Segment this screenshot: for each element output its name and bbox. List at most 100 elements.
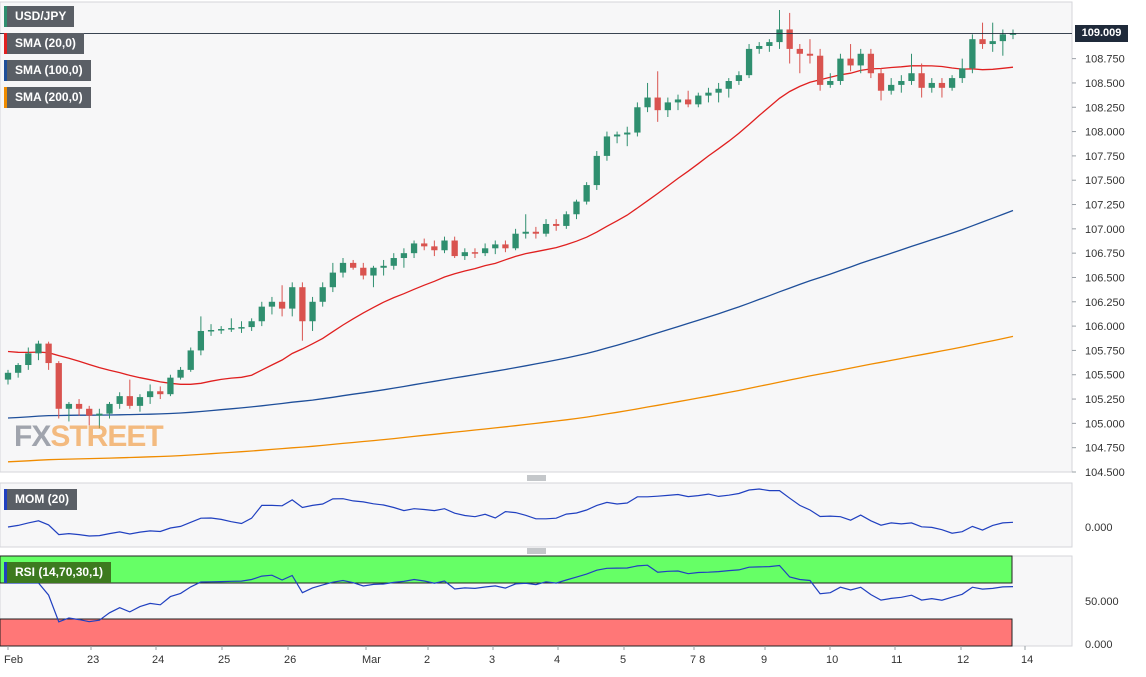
candle-body [735, 75, 743, 82]
candle-body [492, 244, 499, 249]
fxstreet-watermark: FXSTREET [14, 420, 164, 453]
price-tick-label: 107.500 [1085, 175, 1125, 187]
price-tick-label: 108.750 [1085, 54, 1125, 66]
price-tick-label: 105.000 [1085, 418, 1125, 430]
candle-body [390, 258, 397, 266]
rsi-overbought-zone [0, 555, 1013, 584]
price-tick-label: 106.250 [1085, 297, 1125, 309]
candle-body [796, 48, 803, 54]
legend-mom[interactable]: MOM (20) [4, 489, 77, 510]
legend-sma100[interactable]: SMA (100,0) [4, 60, 91, 81]
candle-body [756, 45, 763, 49]
candle-body [329, 272, 336, 288]
candle-body [745, 48, 753, 76]
candle-body [705, 92, 712, 96]
candle-body [969, 39, 976, 69]
candle-body [400, 253, 408, 259]
candle-body [35, 343, 42, 354]
candle-body [573, 201, 580, 215]
candle-body [816, 55, 824, 85]
legend-sma200[interactable]: SMA (200,0) [4, 87, 91, 108]
legend-symbol[interactable]: USD/JPY [4, 6, 75, 27]
candle-body [380, 265, 387, 268]
price-tick-label: 107.250 [1085, 200, 1125, 212]
candle-body [725, 81, 732, 89]
candle-body [786, 29, 793, 49]
time-tick-label: 12 [957, 654, 969, 666]
legend-sma200-label: SMA (200,0) [15, 90, 83, 104]
price-tick-label: 104.500 [1085, 467, 1125, 479]
candle-body [360, 267, 367, 276]
candle-body [664, 102, 671, 111]
candle-body [898, 81, 905, 85]
legend-mom-label: MOM (20) [15, 492, 69, 506]
time-tick-label: 23 [87, 654, 99, 666]
candle-body [1009, 33, 1017, 35]
candle-body [553, 223, 560, 226]
candle-body [136, 397, 144, 406]
candle-body [228, 328, 235, 330]
candle-body [989, 41, 996, 45]
candle-body [471, 252, 479, 254]
candle-body [75, 403, 83, 409]
candle-body [593, 155, 600, 186]
legend-sma20[interactable]: SMA (20,0) [4, 33, 84, 54]
candle-body [106, 403, 113, 414]
candle-body [238, 327, 245, 329]
legend-symbol-label: USD/JPY [15, 9, 67, 23]
candle-body [299, 287, 306, 322]
time-tick-label: 11 [891, 654, 902, 666]
mom-panel [0, 482, 1073, 548]
candle-body [441, 240, 448, 251]
candle-body [258, 306, 265, 322]
candle-body [410, 243, 418, 254]
candle-body [55, 363, 62, 409]
legend-sma20-label: SMA (20,0) [15, 36, 76, 50]
candle-body [461, 252, 468, 257]
sma100-line [7, 209, 1014, 419]
candle-body [959, 68, 966, 79]
candle-body [248, 321, 255, 328]
time-tick-label: 10 [826, 654, 838, 666]
candle-body [603, 136, 611, 156]
candle-body [481, 248, 489, 254]
time-tick-label: 26 [284, 654, 296, 666]
candle-body [695, 95, 702, 105]
candle-body [522, 231, 529, 234]
candle-body [532, 231, 540, 234]
rsi-tick-label: 0.000 [1085, 639, 1113, 651]
candle-body [674, 99, 682, 103]
candle-body [908, 73, 915, 82]
price-tick-label: 105.500 [1085, 370, 1125, 382]
sma200-line [7, 335, 1014, 463]
time-tick-label: 7 8 [690, 654, 705, 666]
candle-body [207, 329, 215, 332]
candle-body [4, 372, 12, 380]
candle-body [157, 391, 164, 395]
candle-body [654, 97, 661, 111]
rsi-oversold-zone [0, 618, 1013, 647]
candle-body [685, 99, 692, 105]
candle-body [218, 329, 225, 331]
price-tick-label: 106.500 [1085, 272, 1125, 284]
last-price-tag: 109.009 [1075, 25, 1128, 43]
legend-rsi[interactable]: RSI (14,70,30,1) [4, 562, 112, 583]
candle-body [888, 84, 895, 91]
candle-body [197, 330, 205, 351]
time-tick-label: Mar [362, 654, 381, 666]
candle-body [979, 39, 986, 45]
price-tick-label: 105.250 [1085, 394, 1125, 406]
candle-body [837, 58, 844, 82]
time-tick-label: 24 [152, 654, 164, 666]
candle-body [624, 132, 631, 135]
legend-sma100-label: SMA (100,0) [15, 63, 83, 77]
legend-rsi-label: RSI (14,70,30,1) [15, 565, 104, 579]
price-tick-label: 105.750 [1085, 345, 1125, 357]
candle-body [999, 34, 1006, 42]
time-tick-label: 25 [218, 654, 230, 666]
candle-body [766, 42, 773, 46]
sma20-line [7, 65, 1014, 385]
price-tick-label: 108.250 [1085, 102, 1125, 114]
